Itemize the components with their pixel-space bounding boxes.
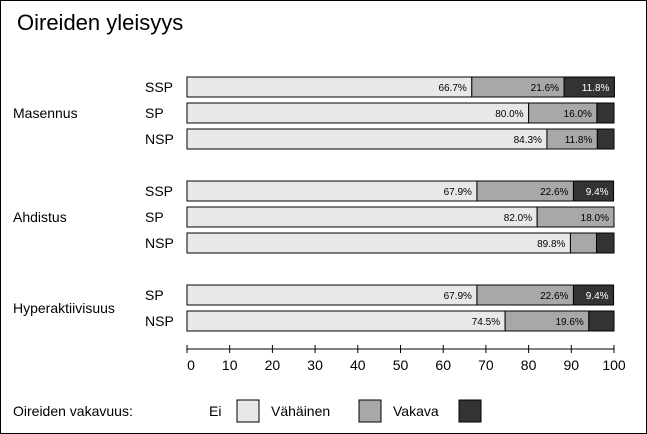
group-label-ahdistus: Ahdistus: [13, 209, 67, 225]
bar-segment-ei: [186, 180, 478, 202]
legend-swatch-ei: [236, 399, 260, 423]
bar-label-sp: SP: [145, 287, 164, 303]
bars-layer: Masennus SSP 66.7% 21.6% 11.8% SP 80.0% 16.0% NS…: [13, 76, 615, 332]
x-tick-label: 50: [393, 357, 409, 373]
x-tick-label: 70: [478, 357, 494, 373]
bar-segment-ei: [186, 284, 478, 306]
legend-swatch-vakava: [458, 399, 482, 423]
data-label: 11.8%: [565, 135, 593, 146]
bar-segment-ei: [186, 128, 548, 150]
legend: Oireiden vakavuus: Ei Vähäinen Vakava: [13, 399, 482, 423]
bar-segment-ei: [186, 310, 506, 332]
legend-label-vakava: Vakava: [393, 403, 439, 419]
bar-segment-vakava: [588, 310, 615, 332]
bar-segment-vakava: [572, 180, 615, 202]
legend-swatch-vähäinen: [358, 399, 382, 423]
x-axis: 0 10 20 30 40 50 60 70 80 90 100: [186, 345, 626, 373]
data-label: 22.6%: [540, 291, 568, 302]
data-label: 82.0%: [504, 213, 532, 224]
group-label-hyperaktiivisuus: Hyperaktiivisuus: [13, 300, 115, 316]
bar-label-nsp: NSP: [145, 313, 174, 329]
chart-title: Oireiden yleisyys: [17, 10, 183, 35]
x-tick-label: 20: [265, 357, 281, 373]
bar-label-ssp: SSP: [145, 79, 173, 95]
data-label: 67.9%: [444, 187, 472, 198]
bar-segment-vakava: [596, 102, 615, 124]
bar-segment-vakava: [572, 284, 615, 306]
legend-label-ei: Ei: [209, 403, 221, 419]
data-label: 89.8%: [537, 239, 565, 250]
group-label-masennus: Masennus: [13, 105, 78, 121]
data-label: 19.6%: [555, 317, 583, 328]
bar-segment-vakava: [563, 76, 615, 98]
bar-segment-ei: [186, 76, 473, 98]
bar-segment-ei: [186, 102, 530, 124]
x-tick-label: 80: [521, 357, 537, 373]
bar-label-nsp: NSP: [145, 131, 174, 147]
data-label: 22.6%: [540, 187, 568, 198]
bar-segment-ei: [186, 232, 571, 254]
x-tick-label: 60: [435, 357, 451, 373]
data-label: 80.0%: [495, 109, 523, 120]
x-tick-label: 0: [187, 357, 195, 373]
legend-title: Oireiden vakavuus:: [13, 403, 133, 419]
bar-label-ssp: SSP: [145, 183, 173, 199]
x-tick-label: 10: [222, 357, 238, 373]
bar-segment-vähäinen: [536, 206, 615, 228]
bar-segment-ei: [186, 206, 538, 228]
x-tick-label: 30: [307, 357, 323, 373]
bar-segment-vakava: [595, 232, 615, 254]
x-tick-label: 90: [564, 357, 580, 373]
data-label: 84.3%: [514, 135, 542, 146]
data-label: 11.8%: [582, 83, 610, 94]
bar-label-sp: SP: [145, 105, 164, 121]
data-label: 74.5%: [472, 317, 500, 328]
data-label: 21.6%: [531, 83, 559, 94]
data-label: 66.7%: [438, 83, 466, 94]
bar-segment-vähäinen: [569, 232, 597, 254]
data-label: 9.4%: [586, 187, 609, 198]
legend-label-vähäinen: Vähäinen: [271, 403, 330, 419]
bar-label-sp: SP: [145, 209, 164, 225]
x-tick-label: 100: [602, 357, 626, 373]
bar-segment-vakava: [596, 128, 615, 150]
data-label: 16.0%: [564, 109, 592, 120]
data-label: 18.0%: [581, 213, 609, 224]
data-label: 9.4%: [586, 291, 609, 302]
data-label: 67.9%: [444, 291, 472, 302]
x-tick-label: 40: [350, 357, 366, 373]
bar-label-nsp: NSP: [145, 235, 174, 251]
